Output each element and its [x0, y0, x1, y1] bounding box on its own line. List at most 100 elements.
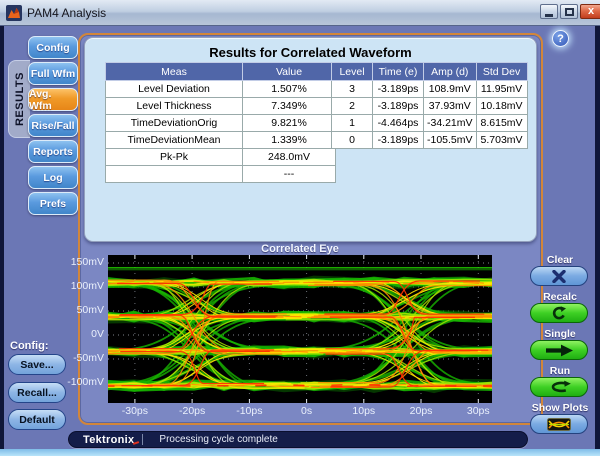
measurement-table: Meas Value Level Deviation 1.507% Level T…	[105, 62, 336, 183]
results-panel-title: Results for Correlated Waveform	[209, 45, 412, 60]
meas-name-cell: TimeDeviationMean	[105, 131, 243, 149]
status-message: Processing cycle complete	[159, 434, 278, 445]
sidebar-tab-log[interactable]: Log	[28, 166, 78, 189]
run-loop-icon	[551, 380, 571, 393]
maximize-button[interactable]	[560, 4, 578, 19]
sidebar-tab-config[interactable]: Config	[28, 36, 78, 59]
table-row: 1 -4.464ps -34.21mV 8.615mV	[331, 114, 528, 132]
status-bar: Tektronix Processing cycle complete	[68, 431, 528, 448]
table-row: Level Deviation 1.507%	[105, 80, 336, 98]
x-axis-tick-label: -20ps	[178, 405, 206, 417]
meas-value-cell: 7.349%	[242, 97, 336, 115]
meas-value-cell: 1.507%	[242, 80, 336, 98]
title-bar[interactable]: PAM4 Analysis x	[0, 0, 600, 26]
table-row: 2 -3.189ps 37.93mV 10.18mV	[331, 97, 528, 115]
results-group-label: RESULTS	[13, 71, 26, 127]
table-row: 0 -3.189ps -105.5mV 5.703mV	[331, 131, 528, 149]
recalc-refresh-icon	[552, 306, 566, 320]
window-frame-bottom	[0, 449, 600, 456]
run-button[interactable]	[530, 377, 588, 397]
amp-cell: 37.93mV	[423, 97, 477, 115]
clear-label: Clear	[546, 254, 574, 266]
app-icon	[6, 5, 22, 21]
sidebar-tab-reports[interactable]: Reports	[28, 140, 78, 163]
stddev-cell: 8.615mV	[475, 114, 528, 132]
table-header-row: Level Time (e) Amp (d) Std Dev	[331, 62, 528, 81]
results-group-tab: RESULTS	[8, 60, 30, 138]
y-axis-tick-label: 0V	[91, 327, 104, 340]
default-button[interactable]: Default	[8, 409, 66, 430]
recalc-label: Recalc	[543, 291, 577, 303]
run-label: Run	[549, 365, 571, 377]
column-header: Time (e)	[372, 62, 424, 81]
x-axis-tick-label: -10ps	[236, 405, 263, 417]
show-plots-eye-icon	[547, 417, 571, 431]
stddev-cell: 5.703mV	[475, 131, 528, 149]
save-button[interactable]: Save...	[8, 354, 66, 375]
amp-cell: -105.5mV	[423, 131, 477, 149]
minimize-icon	[545, 13, 553, 17]
y-axis-tick-label: -50mV	[73, 351, 104, 364]
table-row: 3 -3.189ps 108.9mV 11.95mV	[331, 80, 528, 98]
time-cell: -4.464ps	[372, 114, 424, 132]
x-axis-tick-label: 0s	[301, 405, 313, 417]
column-header: Value	[242, 62, 336, 81]
table-row: Level Thickness 7.349%	[105, 97, 336, 115]
meas-name-cell: Pk-Pk	[105, 148, 243, 166]
sidebar-tab-rise-fall[interactable]: Rise/Fall	[28, 114, 78, 137]
single-arrow-icon	[546, 344, 573, 356]
eye-diagram-traces	[53, 255, 544, 403]
close-icon: x	[587, 5, 595, 17]
show-plots-label: Show Plots	[531, 402, 589, 414]
time-cell: -3.189ps	[372, 97, 424, 115]
question-mark-icon: ?	[557, 32, 564, 45]
meas-value-cell: 1.339%	[242, 131, 336, 149]
sidebar-tab-full-wfm[interactable]: Full Wfm	[28, 62, 78, 85]
sidebar-tab-avg-wfm[interactable]: Avg. Wfm	[28, 88, 78, 112]
y-axis-tick-label: 100mV	[70, 280, 104, 292]
stddev-cell: 10.18mV	[475, 97, 528, 115]
column-header: Level	[331, 62, 373, 81]
table-header-row: Meas Value	[105, 62, 336, 81]
level-cell: 3	[331, 80, 373, 98]
meas-name-cell: TimeDeviationOrig	[105, 114, 243, 132]
x-axis-tick-label: 20ps	[409, 405, 433, 417]
level-cell: 2	[331, 97, 373, 115]
level-cell: 1	[331, 114, 373, 132]
level-cell: 0	[331, 131, 373, 149]
column-header: Std Dev	[475, 62, 528, 81]
meas-name-cell: Level Thickness	[105, 97, 243, 115]
x-axis-tick-label: 30ps	[466, 405, 490, 417]
close-button[interactable]: x	[580, 4, 600, 19]
minimize-button[interactable]	[540, 4, 558, 19]
window-frame-left	[0, 26, 4, 449]
maximize-icon	[564, 7, 574, 16]
single-label: Single	[544, 328, 576, 340]
y-axis-tick-label: -100mV	[67, 375, 104, 388]
clear-button[interactable]	[530, 266, 588, 286]
time-cell: -3.189ps	[372, 131, 424, 149]
meas-name-cell: Level Deviation	[105, 80, 243, 98]
recalc-button[interactable]	[530, 303, 588, 323]
x-axis-tick-label: 10ps	[352, 405, 376, 417]
meas-name-cell	[105, 165, 243, 183]
status-separator	[142, 434, 144, 445]
level-table: Level Time (e) Amp (d) Std Dev 3 -3.189ps…	[331, 62, 528, 149]
amp-cell: -34.21mV	[423, 114, 477, 132]
y-axis-tick-label: 50mV	[76, 304, 104, 316]
meas-value-cell: 248.0mV	[242, 148, 336, 166]
help-button[interactable]: ?	[552, 30, 569, 47]
recall-button[interactable]: Recall...	[8, 382, 66, 403]
eye-diagram-title: Correlated Eye	[261, 243, 339, 255]
clear-x-icon	[552, 269, 566, 283]
x-axis-tick-label: -30ps	[121, 405, 149, 417]
single-button[interactable]	[530, 340, 588, 360]
sidebar-tab-prefs[interactable]: Prefs	[28, 192, 78, 215]
window-title: PAM4 Analysis	[27, 6, 107, 20]
column-header: Amp (d)	[423, 62, 477, 81]
table-row: Pk-Pk 248.0mV	[105, 148, 336, 166]
meas-value-cell: 9.821%	[242, 114, 336, 132]
show-plots-button[interactable]	[530, 414, 588, 434]
tektronix-logo: Tektronix	[69, 434, 142, 446]
